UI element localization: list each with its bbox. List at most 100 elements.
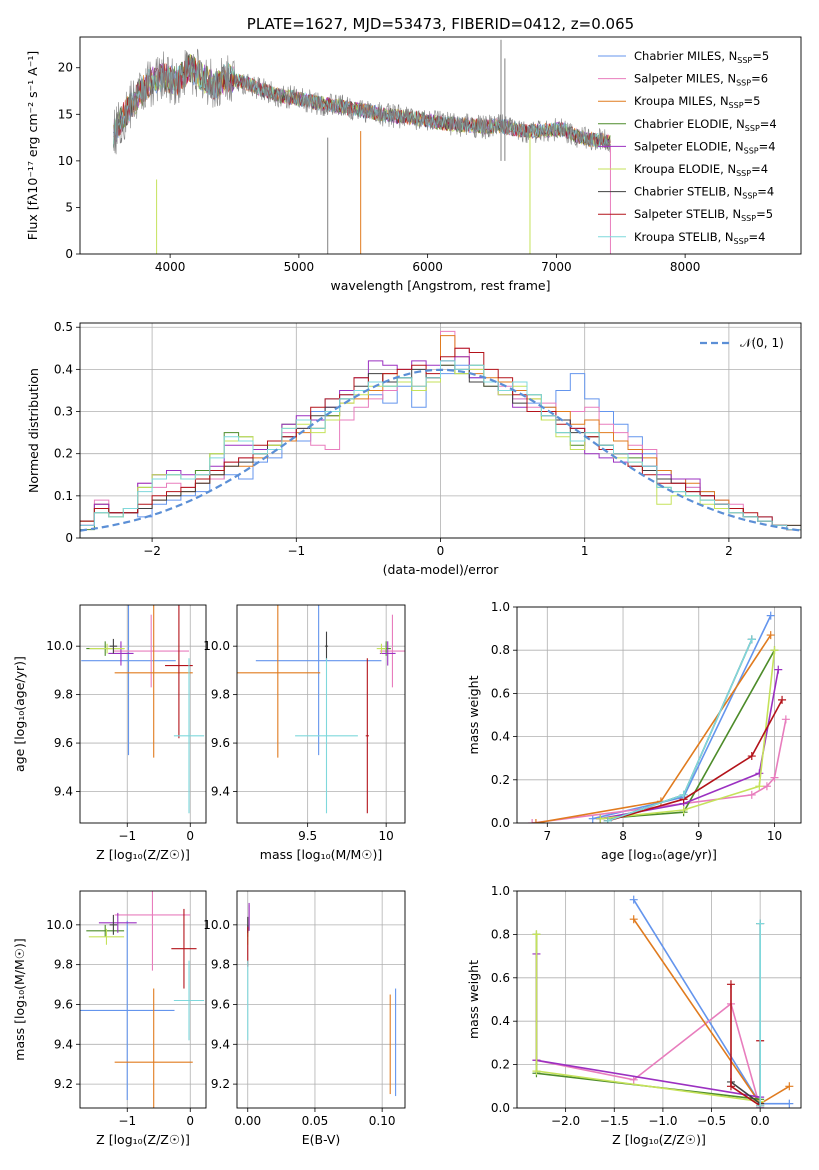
y-tick-label: 10.0 bbox=[46, 918, 73, 932]
legend-entry-count: =4 bbox=[751, 162, 768, 176]
panel-mass_weight_vs_age: 7 8 9 10 0.0 0.2 0.4 0.6 0.8 1.0 age [log₁₀(age/yr… bbox=[466, 600, 802, 862]
series-line bbox=[600, 649, 776, 820]
y-tick-label: 0.2 bbox=[54, 447, 73, 461]
axes-frame bbox=[79, 604, 207, 824]
legend-entry-count: =6 bbox=[751, 72, 768, 86]
y-tick-label: 9.8 bbox=[54, 688, 73, 702]
legend-entry-subscript: SSP bbox=[742, 192, 757, 201]
panel-residuals: −2 −1 0 1 2 0 0.1 0.2 0.3 0.4 0.5 (data-model)/erro… bbox=[26, 320, 802, 577]
y-tick-label: 9.4 bbox=[211, 785, 230, 799]
axes-frame bbox=[79, 322, 802, 539]
plot-area bbox=[113, 39, 611, 254]
legend-entry-name: Chabrier ELODIE, N bbox=[634, 117, 745, 131]
errorbar-point bbox=[80, 920, 175, 1101]
errorbar-point bbox=[379, 614, 405, 688]
series-marker bbox=[747, 752, 756, 761]
x-tick-label: 1 bbox=[581, 544, 589, 558]
series-marker bbox=[532, 930, 541, 939]
y-tick-label: 0.1 bbox=[54, 489, 73, 503]
errorbar-point bbox=[365, 658, 369, 814]
legend-entry: Chabrier MILES, NSSP=5 bbox=[634, 49, 769, 65]
legend-entry: Chabrier STELIB, NSSP=4 bbox=[634, 185, 774, 201]
x-tick-label: −1 bbox=[118, 829, 136, 843]
series-marker bbox=[531, 819, 540, 823]
y-tick-label: 0.2 bbox=[491, 1058, 510, 1072]
panel-age_vs_z: −1 0 9.4 9.6 9.8 10.0 Z [log₁₀(Z/Z☉)] age [log₁… bbox=[12, 604, 207, 862]
series-marker bbox=[766, 611, 775, 620]
series-marker bbox=[603, 816, 612, 823]
legend-entry-name: Salpeter MILES, N bbox=[634, 72, 736, 86]
series-marker bbox=[762, 782, 771, 791]
y-tick-label: 0.8 bbox=[491, 643, 510, 657]
series-marker bbox=[747, 635, 756, 644]
series-marker bbox=[778, 695, 787, 704]
y-tick-label: 0.3 bbox=[54, 405, 73, 419]
x-tick-label: 10 bbox=[379, 829, 394, 843]
series-line bbox=[592, 615, 772, 820]
errorbar-point bbox=[376, 643, 387, 654]
x-axis-label: Z [log₁₀(Z/Z☉)] bbox=[612, 1132, 706, 1147]
y-tick-label: 0.4 bbox=[491, 1014, 510, 1028]
x-axis-label: mass [log₁₀(M/M☉)] bbox=[260, 847, 382, 862]
plot-area bbox=[532, 895, 794, 1108]
series-line bbox=[535, 934, 761, 1103]
legend-entry-name: Chabrier MILES, N bbox=[634, 49, 737, 63]
x-axis-label: E(B-V) bbox=[302, 1132, 341, 1147]
errorbar-point bbox=[171, 908, 197, 989]
errorbar-point bbox=[108, 641, 134, 666]
series-line bbox=[535, 634, 772, 823]
series-marker bbox=[774, 665, 783, 674]
series-marker bbox=[785, 1099, 794, 1108]
errorbar-point bbox=[89, 643, 125, 654]
legend-entry-subscript: SSP bbox=[736, 169, 751, 178]
y-axis-label: Flux [fλ10⁻¹⁷ erg cm⁻² s⁻¹ A⁻¹] bbox=[25, 51, 40, 240]
gaussian-reference-curve bbox=[80, 368, 801, 532]
series-marker bbox=[770, 646, 779, 655]
x-tick-label: 8000 bbox=[670, 260, 701, 274]
x-axis-label: wavelength [Angstrom, rest frame] bbox=[330, 278, 550, 293]
errorbar-point bbox=[88, 928, 125, 945]
x-tick-label: 7 bbox=[543, 829, 551, 843]
legend-entry: Chabrier ELODIE, NSSP=4 bbox=[634, 117, 777, 133]
x-axis-label: Z [log₁₀(Z/Z☉)] bbox=[96, 1132, 190, 1147]
axes-frame bbox=[236, 604, 406, 824]
legend-entry-count: =5 bbox=[752, 49, 769, 63]
legend-entry-subscript: SSP bbox=[745, 124, 760, 133]
series-marker bbox=[532, 1067, 541, 1076]
panel-mass_vs_ebv: 0.00 0.05 0.10 9.2 9.4 9.6 9.8 10.0 E(B-V) bbox=[203, 890, 406, 1147]
y-tick-label: 9.8 bbox=[211, 958, 230, 972]
x-tick-label: 7000 bbox=[541, 260, 572, 274]
series-marker bbox=[770, 773, 779, 782]
legend-entry: Kroupa MILES, NSSP=5 bbox=[634, 94, 760, 110]
axes-frame bbox=[516, 606, 802, 824]
series-marker bbox=[679, 806, 688, 815]
legend-entry-subscript: SSP bbox=[734, 237, 749, 246]
legend-entry-subscript: SSP bbox=[744, 146, 759, 155]
x-tick-label: 6000 bbox=[412, 260, 443, 274]
x-axis-label: Z [log₁₀(Z/Z☉)] bbox=[96, 847, 190, 862]
errorbar-point bbox=[173, 658, 205, 814]
y-tick-label: 0 bbox=[65, 247, 73, 261]
x-tick-label: 0.00 bbox=[234, 1114, 261, 1128]
y-tick-label: 9.4 bbox=[54, 1037, 73, 1051]
errorbar-point bbox=[379, 641, 396, 666]
legend-entry-name: Kroupa STELIB, N bbox=[634, 230, 734, 244]
x-tick-label: 0 bbox=[186, 1114, 194, 1128]
y-tick-label: 1.0 bbox=[491, 884, 510, 898]
legend-entry: Kroupa ELODIE, NSSP=4 bbox=[634, 162, 768, 178]
panel-mass_weight_vs_z: −2.0 −1.5 −1.0 −0.5 0.0 0.0 0.2 0.4 0.6 0.8 1.0 Z [… bbox=[466, 884, 802, 1147]
y-tick-label: 0.6 bbox=[491, 686, 510, 700]
errorbar-point bbox=[173, 960, 205, 1041]
y-tick-label: 20 bbox=[58, 61, 73, 75]
legend-entry-name: Kroupa ELODIE, N bbox=[634, 162, 736, 176]
legend-entry-name: Kroupa MILES, N bbox=[634, 94, 729, 108]
x-tick-label: 0.10 bbox=[369, 1114, 396, 1128]
plot-area bbox=[81, 605, 205, 814]
series-line bbox=[730, 923, 761, 1106]
series-marker bbox=[756, 919, 765, 928]
y-tick-label: 15 bbox=[58, 107, 73, 121]
series-line bbox=[607, 699, 783, 822]
series-marker bbox=[755, 769, 764, 778]
series-marker bbox=[528, 819, 537, 823]
